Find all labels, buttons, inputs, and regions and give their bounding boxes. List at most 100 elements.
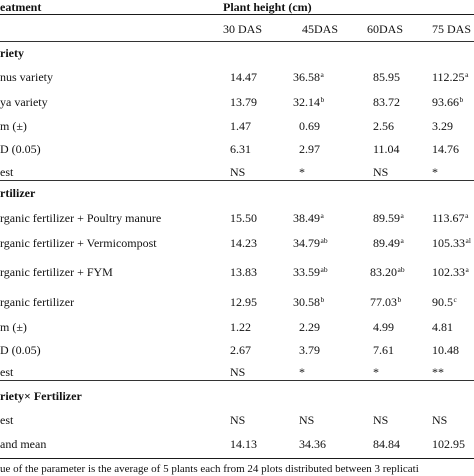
cell-value: 113.67 — [432, 211, 465, 225]
cell-30das: 15.50 — [230, 211, 257, 225]
cell-75das: 4.81 — [432, 320, 453, 334]
cell-value: 105.33 — [432, 236, 465, 250]
cell-value: 89.59 — [373, 211, 400, 225]
significance-letter: c — [453, 295, 457, 304]
cell-30das: 14.23 — [230, 236, 257, 250]
significance-letter: a — [400, 236, 404, 245]
cell-75das: 105.33al — [432, 236, 471, 250]
section-heading-fertilizer: rtilizer — [0, 186, 36, 200]
cell-60das: 89.59a — [373, 211, 404, 225]
cell-60das: 83.72 — [373, 95, 400, 109]
table-rule — [0, 380, 474, 381]
plant-height-header: Plant height (cm) — [223, 0, 312, 14]
table-footnote: ue of the parameter is the average of 5 … — [0, 463, 419, 475]
cell-75das: 14.76 — [432, 142, 459, 156]
cell-45das: * — [299, 165, 305, 179]
cell-75das: 102.33a — [432, 265, 469, 279]
cell-30das: NS — [230, 165, 246, 179]
cell-value: 77.03 — [370, 295, 397, 309]
table-rule — [0, 458, 474, 459]
cell-75das: 112.25a — [432, 70, 468, 84]
row-label: rganic fertilizer — [0, 295, 75, 309]
significance-letter: a — [465, 70, 469, 79]
row-label: D (0.05) — [0, 142, 41, 156]
cell-45das: 2.97 — [299, 142, 320, 156]
cell-45das: 34.36 — [299, 437, 326, 451]
cell-60das: 89.49a — [373, 236, 404, 250]
cell-45das: 36.58a — [293, 70, 324, 84]
cell-60das: 85.95 — [373, 70, 400, 84]
significance-letter: ab — [320, 265, 328, 274]
column-header-60das: 60DAS — [367, 22, 404, 36]
cell-30das: 13.79 — [230, 95, 257, 109]
cell-30das: NS — [230, 365, 246, 379]
cell-30das: 6.31 — [230, 142, 251, 156]
column-header-45das: 45DAS — [302, 22, 339, 36]
cell-60das: 11.04 — [373, 142, 400, 156]
cell-75das: NS — [432, 413, 448, 427]
section-heading-variety: riety — [0, 46, 24, 60]
cell-30das: 12.95 — [230, 295, 257, 309]
cell-30das: 13.83 — [230, 265, 257, 279]
cell-45das: 2.29 — [299, 320, 320, 334]
cell-75das: 10.48 — [432, 343, 459, 357]
cell-45das: 34.79ab — [293, 236, 328, 250]
cell-75das: 3.29 — [432, 119, 453, 133]
cell-45das: 32.14b — [293, 95, 324, 109]
cell-value: 33.59 — [293, 265, 320, 279]
cell-45das: 38.49a — [293, 211, 324, 225]
row-label: m (±) — [0, 119, 27, 133]
cell-30das: 2.67 — [230, 343, 251, 357]
significance-letter: b — [320, 95, 325, 104]
row-label: D (0.05) — [0, 343, 41, 357]
row-label: ya variety — [0, 95, 48, 109]
cell-45das: 0.69 — [299, 119, 320, 133]
cell-75das: 90.5c — [432, 295, 457, 309]
significance-letter: b — [320, 295, 325, 304]
column-header-75das: 75 DAS — [432, 22, 472, 36]
cell-60das: NS — [373, 165, 389, 179]
cell-45das: 3.79 — [299, 343, 320, 357]
cell-75das: 113.67a — [432, 211, 468, 225]
cell-30das: NS — [230, 413, 246, 427]
significance-letter: a — [400, 211, 404, 220]
table-rule — [0, 14, 474, 15]
row-label: rganic fertilizer + Poultry manure — [0, 211, 162, 225]
cell-60das: NS — [373, 413, 389, 427]
significance-letter: ab — [397, 265, 405, 274]
significance-letter: b — [397, 295, 402, 304]
cell-value: 30.58 — [293, 295, 320, 309]
cell-value: 32.14 — [293, 95, 320, 109]
row-label: est — [0, 413, 14, 427]
treatment-header: eatment — [0, 0, 42, 14]
cell-75das: * — [432, 165, 438, 179]
cell-value: 112.25 — [432, 70, 465, 84]
significance-letter: a — [465, 265, 469, 274]
cell-value: 34.79 — [293, 236, 320, 250]
section-heading-interaction: riety× Fertilizer — [0, 389, 82, 403]
cell-75das: 102.95 — [432, 437, 465, 451]
cell-60das: 2.56 — [373, 119, 394, 133]
significance-letter: a — [465, 211, 469, 220]
cell-value: 89.49 — [373, 236, 400, 250]
significance-letter: ab — [320, 236, 328, 245]
significance-letter: b — [459, 95, 464, 104]
cell-30das: 1.47 — [230, 119, 251, 133]
cell-value: 83.20 — [370, 265, 397, 279]
cell-60das: 84.84 — [373, 437, 400, 451]
cell-value: 102.33 — [432, 265, 465, 279]
cell-45das: * — [299, 365, 305, 379]
cell-value: 38.49 — [293, 211, 320, 225]
cell-75das: 93.66b — [432, 95, 463, 109]
row-label: and mean — [0, 437, 47, 451]
cell-45das: 30.58b — [293, 295, 324, 309]
cell-30das: 1.22 — [230, 320, 251, 334]
cell-60das: 77.03b — [370, 295, 401, 309]
table-rule — [0, 41, 474, 42]
cell-60das: 4.99 — [373, 320, 394, 334]
row-label: nus variety — [0, 70, 53, 84]
cell-75das: ** — [432, 365, 444, 379]
column-header-30das: 30 DAS — [223, 22, 263, 36]
cell-value: 90.5 — [432, 295, 453, 309]
